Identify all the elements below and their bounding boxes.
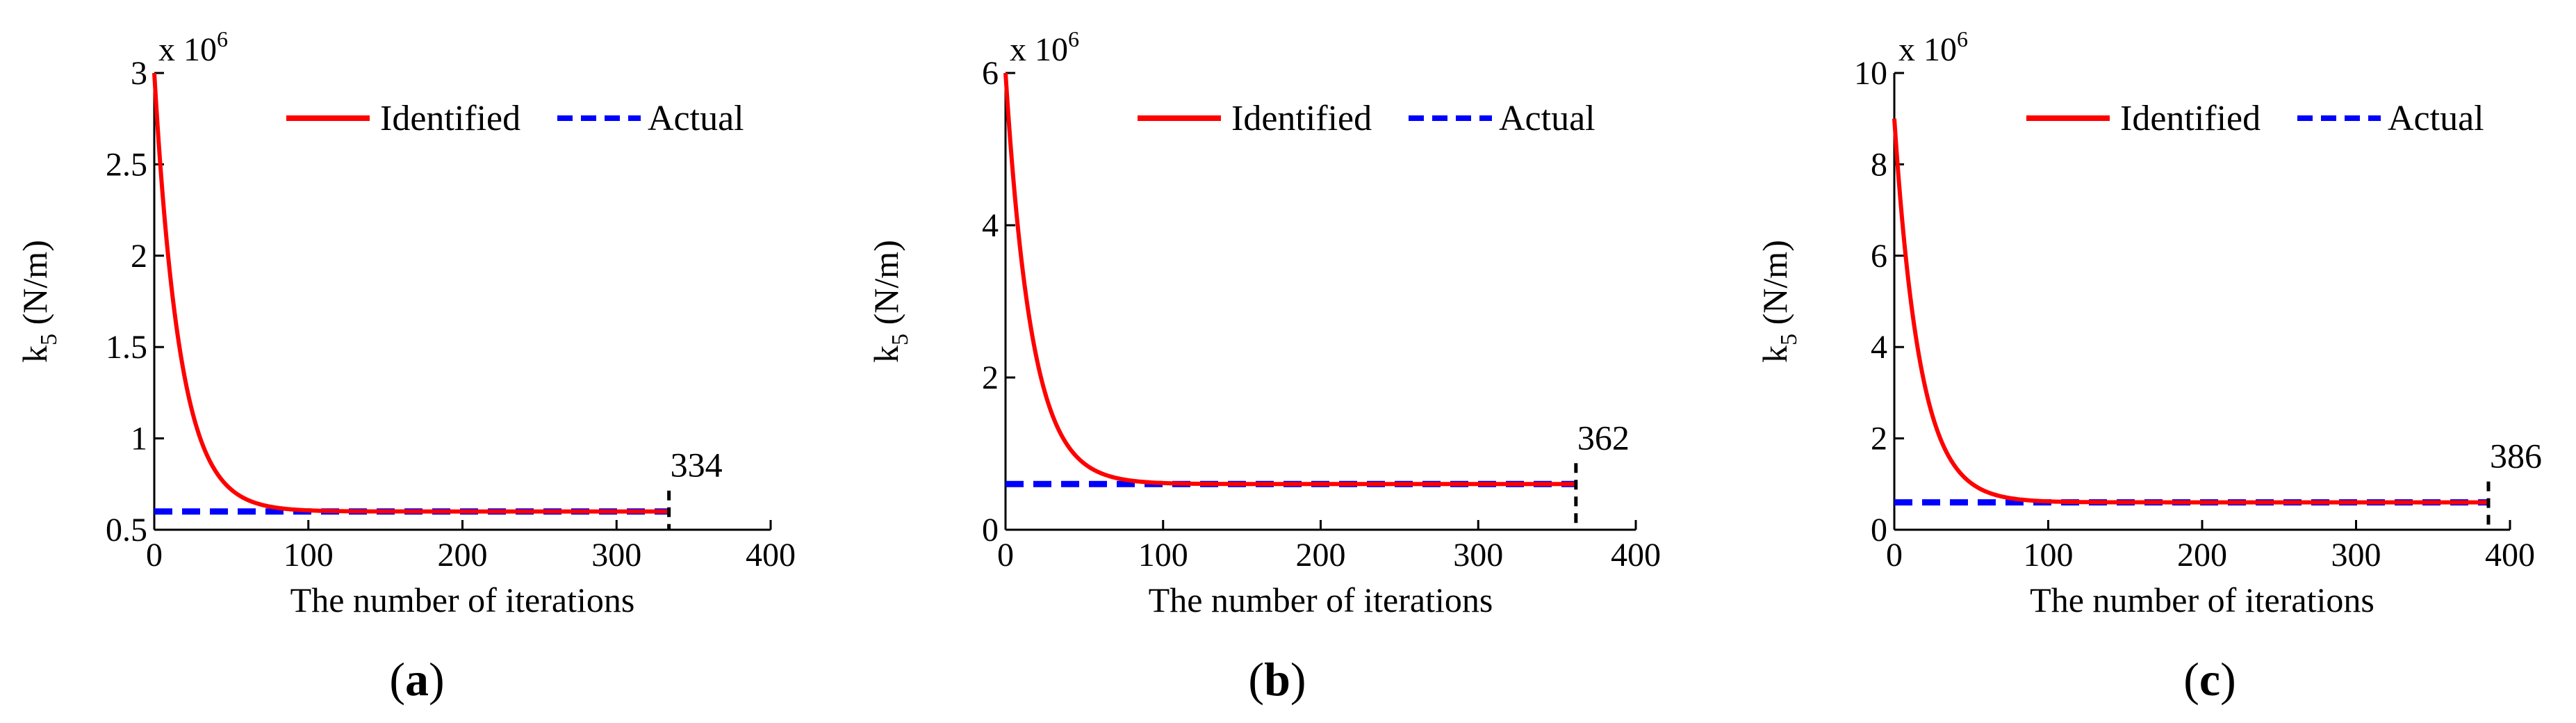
legend-identified-label: Identified [1231,99,1372,138]
chart-panel-a: 0 100 200 300 400 0.5 1 1.5 2 2.5 3 x 106 k5 (N/m) Th… [15,26,796,706]
end-marker-label: 386 [2490,437,2542,476]
y-tick-label: 4 [1871,329,1887,366]
end-marker-label: 362 [1577,418,1630,457]
legend-actual-label: Actual [2388,99,2484,138]
x-tick-label: 100 [284,537,334,574]
y-axis-label: k5 (N/m) [1755,240,1802,363]
x-tick-label: 400 [1611,537,1661,574]
x-tick-label: 100 [2024,537,2074,574]
x-tick-label: 0 [997,537,1014,574]
legend-identified-label: Identified [380,99,520,138]
series-identified-line [1892,118,2488,505]
axis-multiplier: x 106 [1898,26,1968,68]
y-tick-label: 3 [131,55,147,92]
x-tick-label: 200 [1296,537,1346,574]
y-tick-label: 2.5 [106,146,147,183]
y-tick-label: 1.5 [106,329,147,366]
y-tick-label: 1 [131,421,147,457]
x-tick-label: 0 [1886,537,1903,574]
x-tick-label: 400 [746,537,796,574]
y-tick-label: 2 [982,359,999,396]
x-axis-label: The number of iterations [1149,580,1493,619]
y-tick-label: 2 [131,238,147,275]
y-axis-label: k5 (N/m) [15,240,62,363]
x-tick-label: 100 [1138,537,1188,574]
y-tick-label: 4 [982,207,999,244]
chart-panel-c: 0 100 200 300 400 0 2 4 6 8 10 x 106 k5 (N/m) The num… [1755,26,2542,706]
y-tick-label: 2 [1871,421,1887,457]
legend-identified-label: Identified [2120,99,2261,138]
y-tick-label: 8 [1871,146,1887,183]
x-tick-label: 0 [146,537,163,574]
legend-actual-label: Actual [1499,99,1595,138]
axis-multiplier: x 106 [158,26,228,68]
x-tick-label: 200 [438,537,488,574]
series-identified-line [1003,72,1576,487]
series-identified-line [152,72,669,514]
panel-caption: (c) [2183,653,2236,706]
y-tick-label: 0 [1871,512,1887,549]
x-tick-label: 300 [1453,537,1503,574]
y-tick-label: 0.5 [106,512,147,549]
x-tick-label: 200 [2177,537,2227,574]
x-axis-label: The number of iterations [290,580,635,619]
legend-actual-label: Actual [648,99,744,138]
panel-caption: (a) [389,653,444,706]
x-axis-label: The number of iterations [2030,580,2374,619]
x-tick-label: 300 [2331,537,2381,574]
chart-panel-b: 0 100 200 300 400 0 2 4 6 x 106 k5 (N/m) The number… [867,26,1661,706]
y-tick-label: 10 [1854,55,1887,92]
y-tick-label: 6 [1871,238,1887,275]
axis-multiplier: x 106 [1010,26,1079,68]
y-tick-label: 0 [982,512,999,549]
y-axis-label: k5 (N/m) [867,240,913,363]
panel-caption: (b) [1248,653,1306,706]
y-tick-label: 6 [982,55,999,92]
x-tick-label: 400 [2485,537,2535,574]
end-marker-label: 334 [671,446,723,485]
x-tick-label: 300 [591,537,641,574]
